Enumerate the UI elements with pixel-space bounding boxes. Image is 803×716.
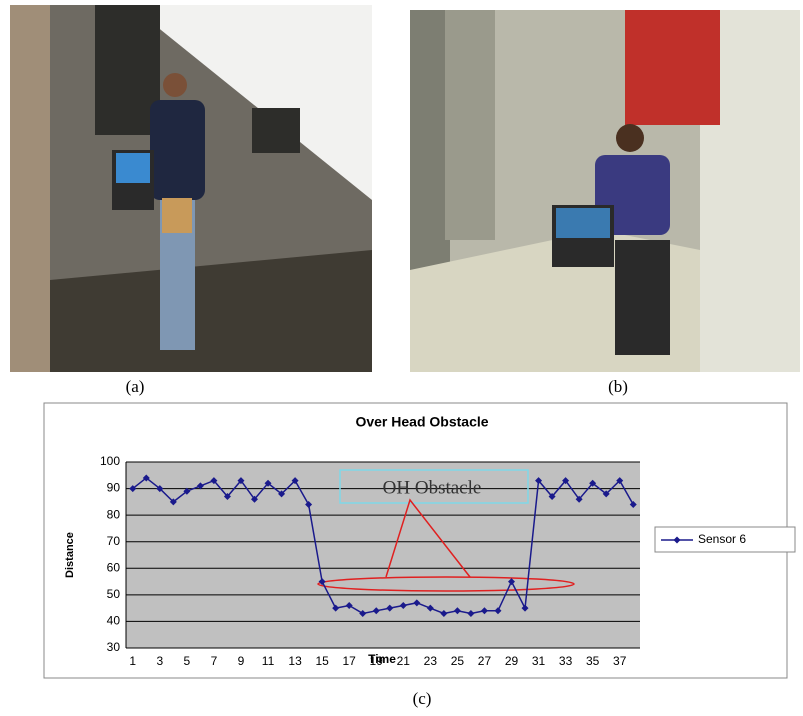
caption: (b) [608,377,628,396]
x-tick-label: 35 [586,654,600,668]
photo-a [10,5,372,372]
y-tick-label: 30 [107,640,121,654]
y-tick-label: 90 [107,481,121,495]
y-tick-label: 70 [107,534,121,548]
x-tick-label: 7 [211,654,218,668]
y-tick-label: 40 [107,614,121,628]
x-tick-label: 25 [451,654,465,668]
x-tick-label: 3 [156,654,163,668]
y-tick-label: 100 [100,454,120,468]
y-tick-label: 50 [107,587,121,601]
photo-b [410,10,800,372]
x-tick-label: 27 [478,654,492,668]
x-tick-label: 17 [343,654,357,668]
x-tick-label: 15 [315,654,329,668]
x-tick-label: 11 [262,654,275,668]
x-tick-label: 33 [559,654,573,668]
x-tick-label: 9 [238,654,245,668]
y-tick-label: 80 [107,507,121,521]
x-tick-label: 21 [397,654,411,668]
caption: (a) [126,377,145,396]
figure: (a) (b) (c) Over Head Obstacle Time Dist… [0,0,803,711]
x-tick-label: 19 [370,654,384,668]
caption: (c) [413,689,432,708]
y-axis-label: Distance [64,532,76,578]
chart-title: Over Head Obstacle [355,414,488,430]
x-tick-label: 13 [288,654,302,668]
annotation: OH Obstacle [383,477,482,498]
x-tick-label: 23 [424,654,438,668]
x-tick-label: 5 [184,654,191,668]
x-tick-label: 1 [129,654,136,668]
y-tick-label: 60 [107,560,121,574]
x-tick-label: 29 [505,654,519,668]
legend-label: Sensor 6 [698,532,746,546]
x-tick-label: 31 [532,654,546,668]
x-tick-label: 37 [613,654,627,668]
